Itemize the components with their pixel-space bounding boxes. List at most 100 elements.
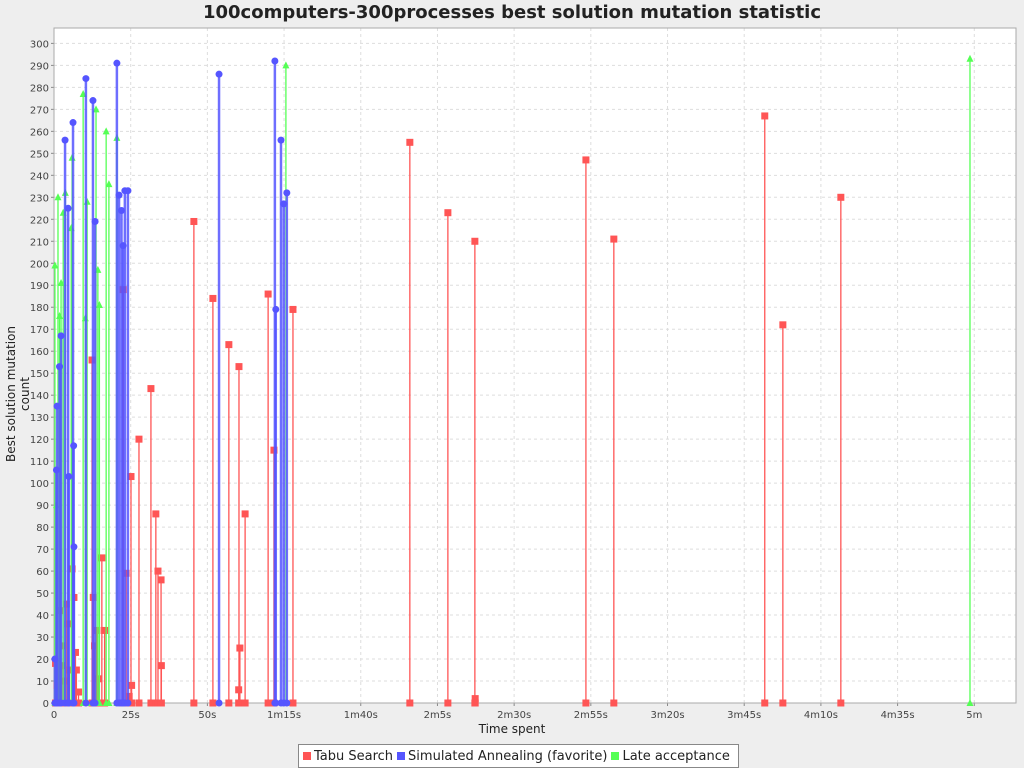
data-point-baseline xyxy=(157,699,165,707)
x-tick-label: 0 xyxy=(51,710,57,721)
data-point xyxy=(113,59,121,67)
y-tick-label: 60 xyxy=(36,567,49,578)
legend-label: Tabu Search xyxy=(314,748,394,764)
y-tick-label: 260 xyxy=(30,127,49,138)
x-tick-label: 2m55s xyxy=(574,710,608,721)
y-tick-label: 160 xyxy=(30,347,49,358)
y-tick-label: 20 xyxy=(36,655,49,666)
data-point-baseline xyxy=(128,699,136,707)
y-tick-label: 190 xyxy=(30,281,49,292)
y-tick-label: 250 xyxy=(30,149,49,160)
data-point-baseline xyxy=(235,699,243,707)
data-point-baseline xyxy=(582,699,590,707)
data-point-baseline xyxy=(105,699,113,706)
data-point xyxy=(93,626,101,634)
data-point xyxy=(69,119,77,127)
data-point xyxy=(64,204,72,212)
data-point xyxy=(89,97,97,105)
data-point xyxy=(264,290,272,298)
x-tick-label: 2m5s xyxy=(424,710,452,721)
y-tick-label: 240 xyxy=(30,171,49,182)
y-tick-label: 0 xyxy=(43,699,49,710)
data-point xyxy=(54,193,62,201)
data-point xyxy=(124,187,132,195)
x-tick-label: 4m10s xyxy=(804,710,838,721)
legend-swatch xyxy=(303,752,311,760)
legend-item-la: Late acceptance xyxy=(611,748,730,764)
data-point-baseline xyxy=(289,699,297,707)
data-point xyxy=(115,191,123,199)
data-point xyxy=(82,75,90,83)
data-point xyxy=(610,235,618,243)
legend-label: Simulated Annealing (favorite) xyxy=(408,748,608,764)
data-point-baseline xyxy=(264,699,272,707)
data-point xyxy=(157,662,165,670)
plot-background xyxy=(54,28,1016,703)
data-point xyxy=(71,648,79,656)
y-tick-label: 80 xyxy=(36,523,49,534)
data-point xyxy=(272,305,280,313)
series-simulated-annealing-favorite- xyxy=(53,60,289,703)
data-point-baseline xyxy=(444,699,452,707)
data-point xyxy=(135,435,143,443)
x-tick-label: 5m xyxy=(966,710,982,721)
data-point xyxy=(57,332,65,340)
data-point xyxy=(91,217,99,225)
data-point xyxy=(128,681,136,689)
legend-swatch xyxy=(397,752,406,760)
y-tick-label: 280 xyxy=(30,83,49,94)
data-point-baseline xyxy=(837,699,845,707)
y-tick-label: 50 xyxy=(36,589,49,600)
y-tick-label: 210 xyxy=(30,237,49,248)
legend-label: Late acceptance xyxy=(622,748,730,764)
data-point xyxy=(190,217,198,225)
data-point xyxy=(277,136,285,144)
data-point xyxy=(283,189,291,197)
data-point xyxy=(225,341,233,349)
data-point xyxy=(72,666,80,674)
data-point-baseline xyxy=(471,699,479,707)
data-point xyxy=(95,301,103,309)
data-point-baseline xyxy=(190,699,198,707)
x-tick-label: 1m15s xyxy=(267,710,301,721)
data-point xyxy=(75,688,83,696)
chart-title: 100computers-300processes best solution … xyxy=(202,2,822,23)
data-point xyxy=(582,156,590,164)
x-tick-label: 4m35s xyxy=(881,710,915,721)
data-point xyxy=(966,54,974,62)
y-tick-label: 140 xyxy=(30,391,49,402)
data-point-baseline xyxy=(75,699,83,707)
data-point xyxy=(53,402,61,410)
y-tick-label: 10 xyxy=(36,677,49,688)
x-tick-label: 3m20s xyxy=(650,710,684,721)
data-point-baseline xyxy=(610,699,618,707)
data-point-baseline xyxy=(241,699,249,707)
data-point xyxy=(98,554,106,562)
data-point-baseline xyxy=(215,699,223,707)
data-point-baseline xyxy=(135,699,143,707)
data-point xyxy=(57,279,65,287)
data-point xyxy=(65,473,73,481)
data-point-baseline xyxy=(124,699,132,707)
data-point xyxy=(444,209,452,217)
plot-border xyxy=(53,27,1017,704)
y-tick-label: 270 xyxy=(30,105,49,116)
data-point xyxy=(471,237,479,245)
data-point xyxy=(105,180,113,188)
y-tick-label: 150 xyxy=(30,369,49,380)
x-tick-label: 2m30s xyxy=(497,710,531,721)
legend-item-sa: Simulated Annealing (favorite) xyxy=(397,749,607,764)
data-point xyxy=(102,127,110,135)
y-tick-label: 110 xyxy=(30,457,49,468)
data-point xyxy=(51,655,59,663)
data-point xyxy=(837,193,845,201)
x-tick-label: 3m45s xyxy=(727,710,761,721)
y-tick-label: 90 xyxy=(36,501,49,512)
data-point xyxy=(56,312,64,320)
data-point xyxy=(101,626,109,634)
data-point xyxy=(52,466,60,474)
data-point xyxy=(241,510,249,518)
data-point-baseline xyxy=(147,699,155,707)
data-point xyxy=(471,695,479,703)
y-tick-label: 300 xyxy=(30,39,49,50)
